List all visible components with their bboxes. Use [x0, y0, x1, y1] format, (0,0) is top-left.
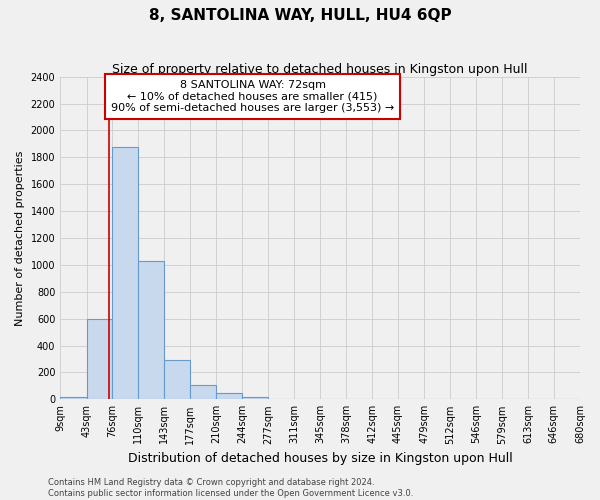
Y-axis label: Number of detached properties: Number of detached properties: [15, 150, 25, 326]
Bar: [216, 394, 242, 400]
Title: Size of property relative to detached houses in Kingston upon Hull: Size of property relative to detached ho…: [112, 62, 528, 76]
Bar: [242, 396, 268, 400]
Bar: [190, 384, 216, 400]
Bar: [112, 146, 139, 400]
Text: Contains HM Land Registry data © Crown copyright and database right 2024.
Contai: Contains HM Land Registry data © Crown c…: [48, 478, 413, 498]
Text: 8 SANTOLINA WAY: 72sqm
← 10% of detached houses are smaller (415)
90% of semi-de: 8 SANTOLINA WAY: 72sqm ← 10% of detached…: [111, 80, 394, 113]
X-axis label: Distribution of detached houses by size in Kingston upon Hull: Distribution of detached houses by size …: [128, 452, 512, 465]
Bar: [139, 261, 164, 400]
Bar: [164, 360, 190, 400]
Bar: [60, 396, 86, 400]
Bar: [86, 318, 112, 400]
Text: 8, SANTOLINA WAY, HULL, HU4 6QP: 8, SANTOLINA WAY, HULL, HU4 6QP: [149, 8, 451, 22]
